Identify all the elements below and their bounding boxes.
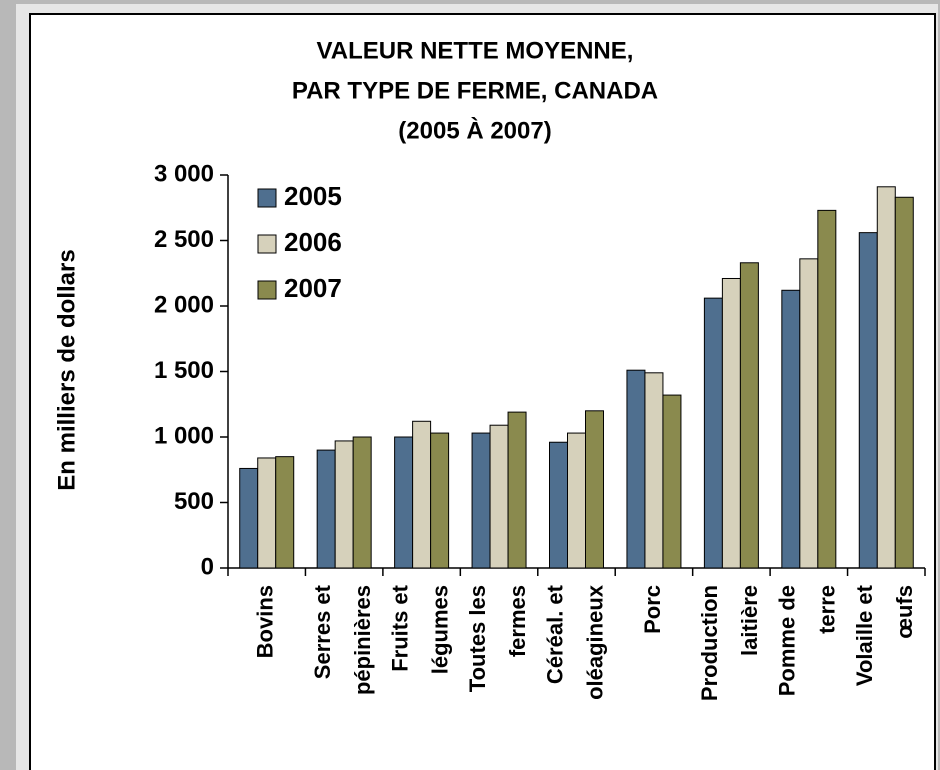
x-tick-label: œufs [892, 585, 917, 639]
legend-label: 2006 [284, 227, 342, 257]
chart-title: (2005 À 2007) [398, 116, 551, 144]
y-tick-label: 1 500 [154, 357, 214, 384]
chart-title: PAR TYPE DE FERME, CANADA [292, 77, 658, 104]
x-tick-label: laitière [737, 585, 762, 656]
x-tick-label: Porc [640, 585, 665, 634]
y-tick-label: 1 000 [154, 422, 214, 449]
bar [799, 258, 819, 569]
bar [412, 420, 432, 569]
bar [894, 196, 914, 569]
x-tick-label: Céréal. et [542, 584, 567, 684]
x-tick-label: terre [815, 585, 840, 634]
x-tick-label: Toutes les [465, 585, 490, 692]
bar [352, 436, 372, 569]
y-tick-label: 2 000 [154, 291, 214, 318]
y-tick-label: 0 [201, 553, 214, 580]
x-tick-label: légumes [427, 585, 452, 674]
legend-swatch [257, 188, 277, 208]
bar [430, 432, 450, 569]
bar [721, 277, 741, 569]
bar [316, 449, 336, 569]
bar [781, 289, 801, 569]
bar [334, 440, 354, 569]
bar [739, 262, 759, 569]
bar [489, 424, 509, 569]
legend-swatch [257, 280, 277, 300]
legend-swatch [257, 234, 277, 254]
bar [585, 410, 604, 569]
bar [471, 432, 491, 569]
bar [626, 369, 646, 569]
bar [817, 209, 837, 569]
legend-label: 2005 [284, 181, 342, 211]
bar [703, 297, 723, 569]
bar [275, 456, 295, 569]
y-tick-label: 2 500 [154, 226, 214, 253]
x-tick-label: Pomme de [775, 585, 800, 696]
x-tick-label: Bovins [253, 585, 278, 658]
y-tick-label: 500 [174, 488, 214, 515]
y-axis-label: En milliers de dollars [53, 249, 80, 490]
x-tick-label: fermes [505, 585, 530, 657]
x-tick-label: Serres et [310, 584, 335, 679]
bar [644, 372, 664, 569]
bar [858, 232, 878, 569]
bar [662, 394, 682, 569]
bar [257, 457, 277, 569]
bar [876, 186, 896, 569]
chart-title: VALEUR NETTE MOYENNE, [317, 37, 634, 64]
x-tick-label: Volaille et [852, 584, 877, 686]
bar [239, 467, 259, 569]
bar [567, 432, 586, 569]
bar [549, 441, 568, 569]
x-tick-label: Fruits et [387, 584, 412, 671]
y-tick-label: 3 000 [154, 160, 214, 187]
x-tick-label: pépinières [350, 585, 375, 695]
x-tick-label: Production [697, 585, 722, 701]
legend-label: 2007 [284, 273, 342, 303]
x-tick-label: oléagineux [582, 584, 607, 700]
bar [507, 411, 527, 569]
bar [394, 436, 414, 569]
